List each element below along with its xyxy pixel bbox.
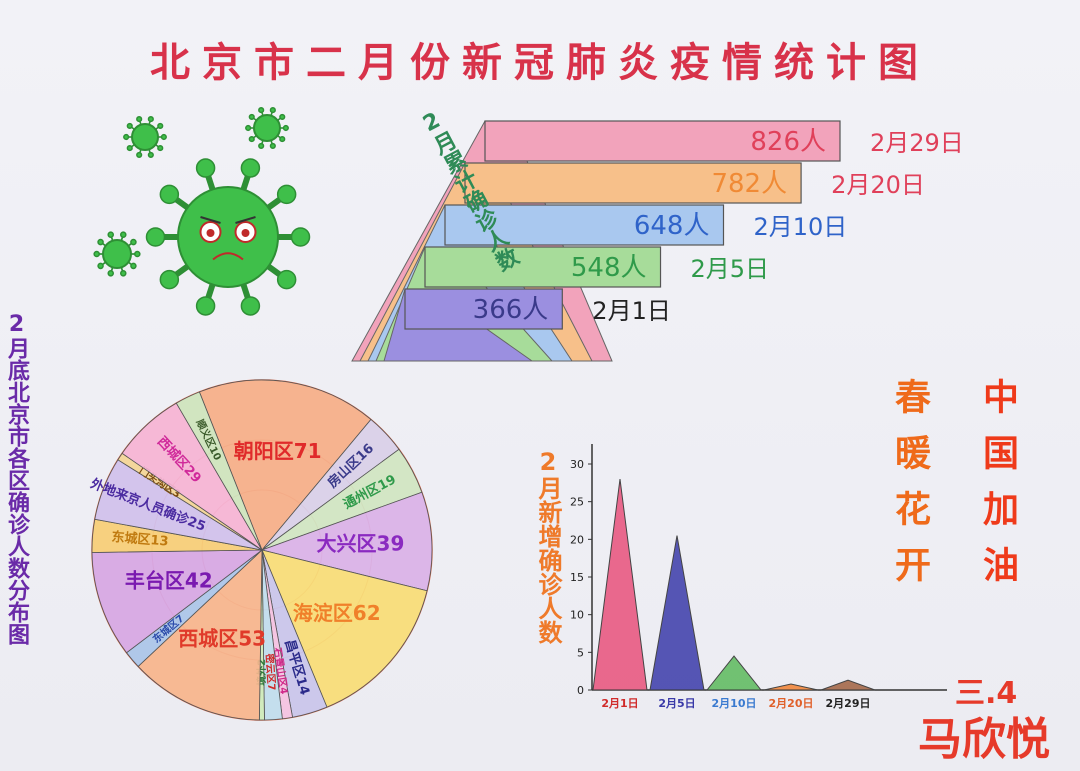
funnel-bar	[444, 204, 725, 246]
pie-slice-label: 东城区13	[111, 529, 169, 550]
bar-triangle	[763, 683, 819, 691]
funnel-date-label: 2月1日	[592, 297, 671, 325]
bar-x-tick-label: 2月29日	[826, 697, 871, 710]
bar-triangle	[592, 479, 648, 691]
pie-title: 2月底北京市各区确诊人数分布图	[4, 312, 29, 645]
funnel-data-label: 826人	[750, 127, 826, 157]
virus-small-icon	[93, 231, 141, 277]
funnel-data-label: 648人	[634, 211, 710, 241]
bar-x-tick-label: 2月20日	[769, 697, 814, 710]
slogan-china: 中国加油	[977, 378, 1018, 602]
bar-x-tick-label: 2月10日	[712, 697, 757, 710]
bar-y-tick-label: 10	[570, 609, 584, 622]
bar-y-tick-label: 0	[577, 684, 584, 697]
pie-slice	[175, 391, 263, 551]
pie-slice-label: 朝阳区71	[234, 439, 322, 463]
pie-slice-label: 丰台区42	[125, 569, 213, 593]
virus-small-icon	[245, 106, 289, 150]
bar-triangle	[649, 535, 705, 691]
pie-slice-label: 海淀区62	[293, 601, 381, 625]
funnel-data-label: 548人	[571, 253, 647, 283]
pie-slice	[260, 491, 433, 592]
bar-axis-label: 2月新增确诊人数	[534, 448, 562, 644]
funnel-bar	[404, 288, 563, 330]
funnel-bar	[464, 162, 802, 204]
funnel-bar	[424, 246, 662, 288]
funnel-data-label: 782人	[711, 169, 787, 199]
bar-triangle	[820, 679, 876, 691]
virus-face-icon	[145, 158, 311, 316]
pie-slice-label: 西城区53	[178, 627, 266, 651]
pie-slice	[261, 549, 428, 708]
funnel-date-label: 2月10日	[753, 213, 847, 241]
bar-y-tick-label: 5	[577, 646, 584, 659]
funnel-data-label: 366人	[473, 295, 549, 325]
pie-slice-label: 大兴区39	[317, 531, 405, 555]
funnel-date-label: 2月20日	[831, 171, 925, 199]
bar-triangle	[705, 655, 763, 691]
bar-y-tick-label: 25	[570, 496, 584, 509]
page-title: 北京市二月份新冠肺炎疫情统计图	[150, 40, 930, 86]
virus-small-icon	[123, 115, 167, 159]
pie-slice	[91, 549, 264, 654]
bar-y-tick-label: 30	[570, 458, 584, 471]
funnel-date-label: 2月29日	[870, 129, 964, 157]
funnel-bar	[484, 120, 841, 162]
funnel-date-label: 2月5日	[691, 255, 770, 283]
bar-x-tick-label: 2月5日	[658, 697, 695, 710]
bar-y-tick-label: 15	[570, 571, 584, 584]
author-signature: 马欣悦	[918, 714, 1050, 765]
pie-slice	[198, 379, 372, 551]
pie-slice-label: 密云区7	[263, 653, 278, 691]
bar-y-tick-label: 20	[570, 533, 584, 546]
date-stamp: 三.4	[955, 676, 1018, 711]
slogan-spring: 春暖花开	[889, 378, 930, 602]
pie-slice	[137, 549, 263, 721]
bar-x-tick-label: 2月1日	[601, 697, 638, 710]
